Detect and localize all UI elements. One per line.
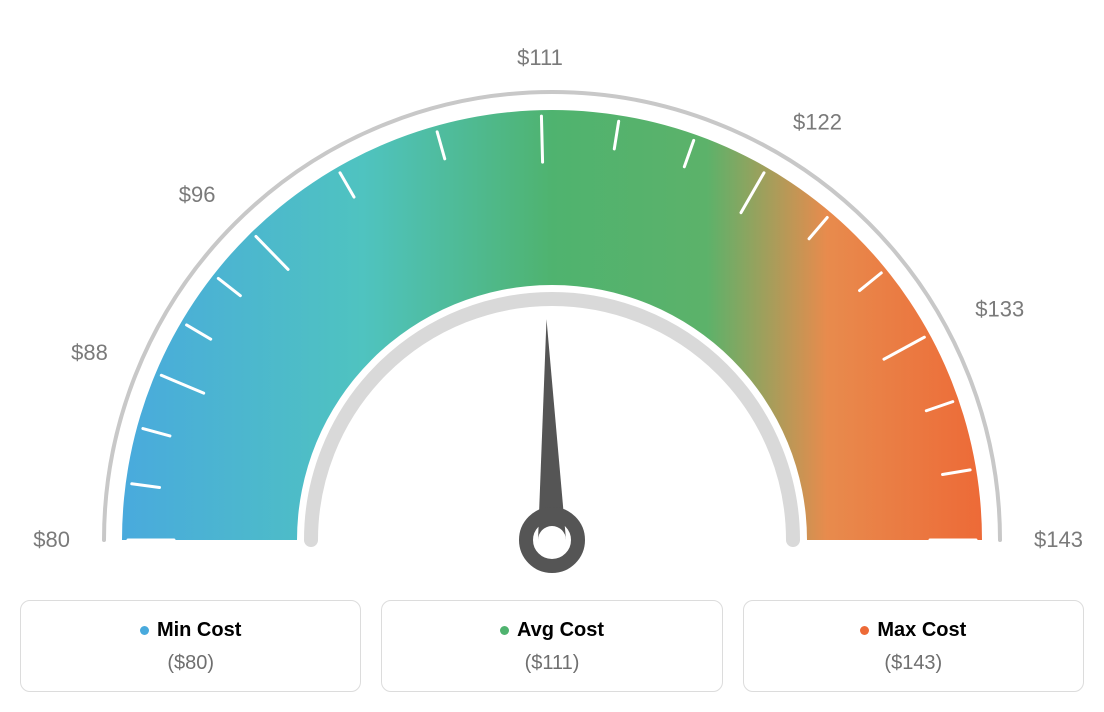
svg-text:$88: $88 xyxy=(71,340,108,365)
legend-title-min: Min Cost xyxy=(31,619,350,642)
legend-card-min: Min Cost ($80) xyxy=(20,600,361,692)
legend-label-avg: Avg Cost xyxy=(517,619,604,641)
legend-label-max: Max Cost xyxy=(877,619,966,641)
svg-text:$133: $133 xyxy=(975,296,1024,321)
legend-dot-min xyxy=(140,626,149,635)
legend-card-avg: Avg Cost ($111) xyxy=(381,600,722,692)
svg-text:$111: $111 xyxy=(517,45,563,70)
legend-title-avg: Avg Cost xyxy=(392,619,711,642)
legend-value-avg: ($111) xyxy=(392,652,711,675)
gauge: $80 $88 $96 $111 $122 $133 $143 xyxy=(20,20,1084,580)
legend-card-max: Max Cost ($143) xyxy=(743,600,1084,692)
legend-value-min: ($80) xyxy=(31,652,350,675)
legend-label-min: Min Cost xyxy=(157,619,241,641)
svg-text:$80: $80 xyxy=(33,527,70,552)
svg-text:$96: $96 xyxy=(179,182,216,207)
gauge-svg: $80 $88 $96 $111 $122 $133 $143 xyxy=(20,20,1084,580)
legend-title-max: Max Cost xyxy=(754,619,1073,642)
legend-dot-max xyxy=(860,626,869,635)
svg-text:$143: $143 xyxy=(1034,527,1083,552)
legend-row: Min Cost ($80) Avg Cost ($111) Max Cost … xyxy=(20,600,1084,692)
legend-dot-avg xyxy=(500,626,509,635)
legend-value-max: ($143) xyxy=(754,652,1073,675)
svg-text:$122: $122 xyxy=(793,110,842,135)
cost-gauge-container: $80 $88 $96 $111 $122 $133 $143 Min Cost ($80)… xyxy=(20,20,1084,692)
